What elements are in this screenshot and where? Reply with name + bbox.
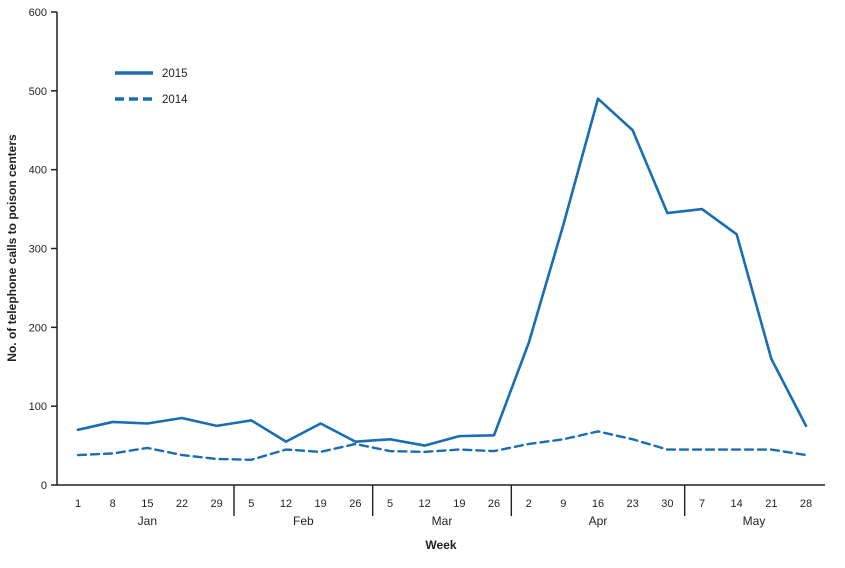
x-tick-label: 12 bbox=[419, 498, 431, 510]
x-tick-label: 12 bbox=[280, 498, 292, 510]
legend-label-2015: 2015 bbox=[162, 68, 188, 80]
x-tick-label: 5 bbox=[248, 498, 254, 510]
month-label: May bbox=[743, 514, 766, 528]
x-tick-label: 5 bbox=[387, 498, 393, 510]
x-tick-label: 1 bbox=[75, 498, 81, 510]
x-tick-label: 23 bbox=[627, 498, 639, 510]
x-tick-label: 22 bbox=[176, 498, 188, 510]
y-tick-label: 400 bbox=[29, 165, 47, 177]
y-tick-label: 300 bbox=[29, 244, 47, 256]
x-tick-label: 15 bbox=[141, 498, 153, 510]
y-axis-title: No. of telephone calls to poison centers bbox=[5, 134, 19, 362]
y-tick-label: 0 bbox=[41, 480, 47, 492]
x-tick-label: 21 bbox=[765, 498, 777, 510]
x-tick-label: 19 bbox=[453, 498, 465, 510]
x-tick-label: 30 bbox=[661, 498, 673, 510]
x-tick-label: 8 bbox=[110, 498, 116, 510]
x-tick-label: 28 bbox=[800, 498, 812, 510]
y-tick-label: 200 bbox=[29, 322, 47, 334]
y-tick-label: 600 bbox=[29, 7, 47, 19]
month-label: Apr bbox=[589, 514, 608, 528]
x-tick-label: 26 bbox=[488, 498, 500, 510]
month-label: Mar bbox=[432, 514, 453, 528]
series-line-2015 bbox=[76, 97, 808, 447]
x-tick-label: 14 bbox=[731, 498, 743, 510]
month-label: Feb bbox=[293, 514, 314, 528]
x-axis-title: Week bbox=[425, 538, 456, 552]
x-tick-label: 9 bbox=[560, 498, 566, 510]
legend-label-2014: 2014 bbox=[162, 94, 188, 106]
x-tick-label: 19 bbox=[315, 498, 327, 510]
y-tick-label: 100 bbox=[29, 401, 47, 413]
x-tick-label: 2 bbox=[526, 498, 532, 510]
y-tick-label: 500 bbox=[29, 86, 47, 98]
x-tick-label: 26 bbox=[349, 498, 361, 510]
series-line-2014 bbox=[76, 430, 808, 461]
x-tick-label: 29 bbox=[211, 498, 223, 510]
month-label: Jan bbox=[138, 514, 157, 528]
x-tick-label: 16 bbox=[592, 498, 604, 510]
x-tick-label: 7 bbox=[699, 498, 705, 510]
